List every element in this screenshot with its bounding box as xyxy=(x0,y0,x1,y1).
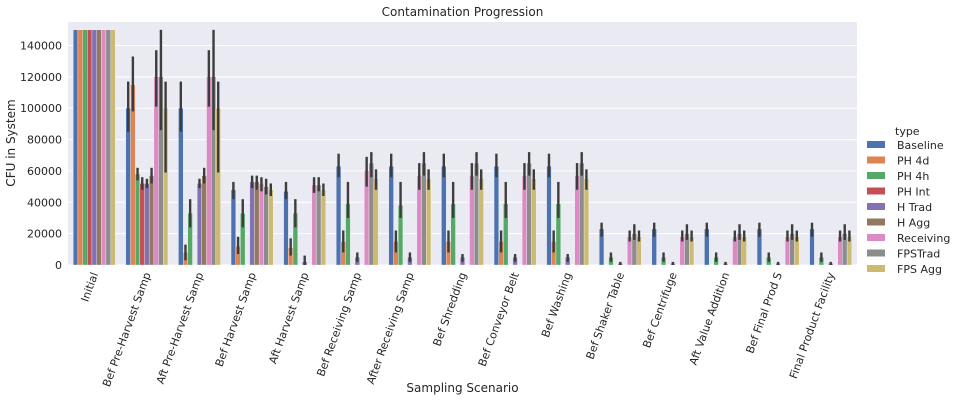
x-tick-label: Bef Conveyor Belt xyxy=(476,270,522,368)
legend-entry: PH 4d xyxy=(897,155,929,168)
legend-title: type xyxy=(895,125,920,138)
bar xyxy=(311,184,317,266)
legend-entry: Baseline xyxy=(897,139,944,152)
legend-swatch xyxy=(867,203,885,210)
bar xyxy=(441,166,447,266)
bar xyxy=(526,162,532,266)
legend-swatch xyxy=(867,172,885,179)
bar xyxy=(178,108,184,266)
bar xyxy=(125,108,131,266)
x-tick-label: Bef Washing xyxy=(539,271,575,340)
bar xyxy=(77,29,83,266)
bar xyxy=(426,178,432,266)
x-tick-label: Bef Pre-Harvest Samp xyxy=(100,271,154,389)
bar xyxy=(249,181,255,266)
x-tick-label: Initial xyxy=(78,271,101,304)
legend-entry: H Trad xyxy=(897,201,932,214)
x-tick-label: Bef Receiving Samp xyxy=(314,271,364,379)
chart-title: Contamination Progression xyxy=(382,5,544,19)
legend: type Baseline PH 4d PH 4h PH Int H Trad H Agg… xyxy=(867,125,950,276)
bar xyxy=(149,175,155,266)
bar xyxy=(197,183,202,266)
bar xyxy=(96,29,102,266)
bar xyxy=(144,183,150,266)
y-axis-title: CFU in System xyxy=(4,99,18,186)
bar xyxy=(73,29,79,266)
bar xyxy=(316,184,322,266)
legend-swatch xyxy=(867,156,885,164)
bar xyxy=(373,178,379,266)
bar xyxy=(258,183,264,266)
bar xyxy=(201,175,207,266)
legend-entry: PH 4h xyxy=(897,170,929,183)
bar xyxy=(82,29,88,266)
legend-entry: FPSTrad xyxy=(897,248,940,261)
bar xyxy=(254,181,260,266)
x-ticks: Initial Bef Pre-Harvest Samp Aft Pre-Harve… xyxy=(78,270,837,389)
bar xyxy=(531,178,537,266)
x-tick-label: After Receiving Samp xyxy=(364,271,417,386)
bar xyxy=(130,84,136,266)
bar xyxy=(283,191,289,266)
y-tick-label: 120000 xyxy=(20,71,62,84)
bar xyxy=(268,189,274,266)
legend-entry: Receiving xyxy=(897,232,950,245)
y-tick-label: 100000 xyxy=(20,102,62,115)
bar xyxy=(388,166,394,266)
x-axis-title: Sampling Scenario xyxy=(406,381,518,395)
legend-swatch xyxy=(867,249,885,257)
bar xyxy=(320,189,326,266)
bar xyxy=(474,162,480,266)
bar xyxy=(421,162,427,266)
y-tick-label: 60000 xyxy=(27,165,62,178)
y-tick-label: 40000 xyxy=(27,196,62,209)
bar xyxy=(87,29,93,266)
bar xyxy=(135,173,141,266)
legend-swatch xyxy=(867,234,885,241)
bar xyxy=(478,178,484,266)
x-tick-label: Aft Pre-Harvest Samp xyxy=(154,271,207,386)
x-tick-label: Bef Final Prod S xyxy=(743,271,784,356)
y-tick-label: 80000 xyxy=(27,134,62,147)
bar xyxy=(263,186,269,266)
y-tick-label: 140000 xyxy=(20,40,62,53)
x-tick-label: Aft Harvest Samp xyxy=(266,271,311,366)
y-tick-label: 0 xyxy=(55,259,62,272)
y-tick-label: 20000 xyxy=(27,228,62,241)
bar xyxy=(105,29,111,266)
legend-entry: H Agg xyxy=(897,217,930,230)
x-tick-label: Bef Harvest Samp xyxy=(213,271,259,369)
bar xyxy=(230,189,236,266)
bar xyxy=(493,166,499,266)
bar xyxy=(139,183,145,266)
legend-swatch xyxy=(867,187,885,195)
x-tick-label: Bef Shaker Table xyxy=(584,270,628,361)
y-ticks: 0 20000 40000 60000 80000 100000 120000 140000 xyxy=(20,40,62,272)
bar xyxy=(91,29,97,266)
x-tick-label: Aft Value Addition xyxy=(687,271,733,367)
legend-swatch xyxy=(867,265,885,272)
x-tick-label: Bef Shredding xyxy=(431,271,470,348)
bar xyxy=(101,29,107,266)
bar xyxy=(336,166,342,266)
x-tick-label: Bef Centrifuge xyxy=(640,270,680,349)
bar xyxy=(546,166,552,266)
bar xyxy=(110,29,116,266)
bars xyxy=(73,29,852,266)
x-tick-label: Final Product Facility xyxy=(787,270,838,380)
legend-swatch xyxy=(867,141,885,148)
legend-entry: FPS Agg xyxy=(897,263,942,276)
error-bars xyxy=(126,29,851,265)
bar xyxy=(579,162,585,266)
bar xyxy=(368,162,374,266)
legend-entry: PH Int xyxy=(897,186,931,199)
bar xyxy=(583,178,589,266)
legend-swatch xyxy=(867,218,885,226)
